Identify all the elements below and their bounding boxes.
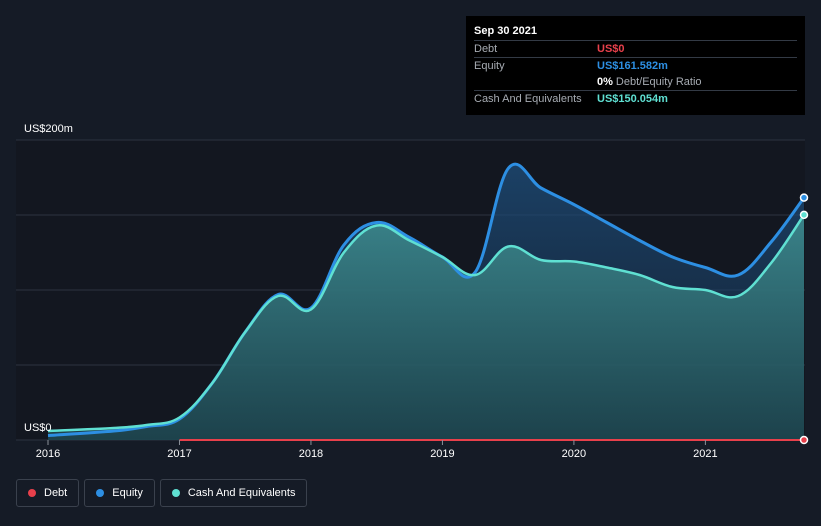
data-tooltip: Sep 30 2021 Debt US$0 Equity US$161.582m… bbox=[466, 16, 805, 115]
cash-line bbox=[47, 214, 806, 433]
legend-label-cash: Cash And Equivalents bbox=[187, 487, 296, 499]
tooltip-cash-value: US$150.054m bbox=[597, 93, 668, 105]
legend-label-equity: Equity bbox=[112, 487, 143, 499]
legend-dot-debt bbox=[28, 489, 36, 497]
x-axis-ticks: 2016 2017 2018 2019 2020 2021 bbox=[36, 440, 718, 460]
x-tick-label: 2020 bbox=[562, 448, 586, 460]
series-endpoints bbox=[799, 193, 809, 445]
series-lines bbox=[47, 162, 806, 441]
legend-item-cash[interactable]: Cash And Equivalents bbox=[159, 479, 308, 507]
legend-dot-equity bbox=[96, 489, 105, 497]
tooltip-equity-value: US$161.582m bbox=[597, 60, 668, 72]
x-tick-label: 2021 bbox=[693, 448, 717, 460]
legend-label-debt: Debt bbox=[44, 487, 68, 499]
debt-endpoint bbox=[799, 435, 809, 445]
tooltip-ratio-row: 0% Debt/Equity Ratio bbox=[474, 74, 797, 90]
x-tick-label: 2019 bbox=[430, 448, 454, 460]
cash-area bbox=[48, 214, 804, 440]
tooltip-equity-row: Equity US$161.582m bbox=[474, 57, 797, 74]
x-tick-label: 2016 bbox=[36, 448, 60, 460]
y-tick-label-zero: US$0 bbox=[24, 422, 52, 434]
tooltip-cash-label: Cash And Equivalents bbox=[474, 93, 582, 105]
y-tick-label-max: US$200m bbox=[24, 123, 73, 135]
tooltip-debt-value: US$0 bbox=[597, 43, 625, 55]
cash-endpoint bbox=[799, 210, 809, 220]
equity-endpoint bbox=[799, 193, 809, 202]
tooltip-ratio-value: 0% bbox=[597, 76, 613, 88]
legend-dot-cash bbox=[171, 489, 180, 497]
tooltip-cash-row: Cash And Equivalents US$150.054m bbox=[474, 90, 797, 107]
tooltip-date: Sep 30 2021 bbox=[474, 25, 537, 37]
x-tick-label: 2018 bbox=[299, 448, 323, 460]
series-areas bbox=[48, 164, 804, 441]
legend-item-debt[interactable]: Debt bbox=[16, 479, 80, 507]
x-tick-label: 2017 bbox=[167, 448, 191, 460]
tooltip-ratio-label: Debt/Equity Ratio bbox=[615, 76, 702, 88]
legend-item-equity[interactable]: Equity bbox=[84, 479, 155, 507]
tooltip-debt-row: Debt US$0 bbox=[474, 40, 797, 57]
tooltip-equity-label: Equity bbox=[474, 60, 505, 72]
legend: Debt Equity Cash And Equivalents bbox=[16, 479, 308, 507]
tooltip-debt-label: Debt bbox=[474, 43, 498, 55]
